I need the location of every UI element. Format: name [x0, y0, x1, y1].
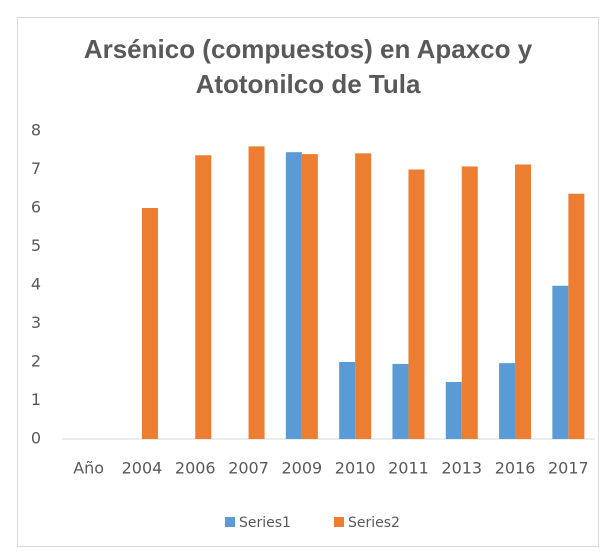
x-tick-label: 2006 [175, 459, 216, 478]
bar [408, 169, 425, 439]
x-tick-label: 2016 [495, 459, 536, 478]
bar [515, 164, 532, 439]
bar [445, 382, 462, 439]
x-tick-label: 2011 [388, 459, 429, 478]
bar [339, 362, 356, 439]
x-tick-label: 2013 [441, 459, 482, 478]
y-tick-label: 3 [31, 313, 41, 332]
y-tick-label: 7 [31, 159, 41, 178]
x-tick-label: 2004 [122, 459, 163, 478]
y-tick-label: 4 [31, 275, 41, 294]
y-tick-label: 1 [31, 390, 41, 409]
y-tick-label: 0 [31, 429, 41, 448]
bar [141, 208, 158, 439]
x-tick-label: 2010 [335, 459, 376, 478]
bar [392, 363, 409, 439]
bar [195, 155, 212, 439]
y-tick-label: 2 [31, 352, 41, 371]
legend-swatch [334, 517, 344, 527]
legend-swatch [225, 517, 235, 527]
bar [248, 146, 265, 439]
x-tick-label: 2007 [228, 459, 269, 478]
x-tick-label: 2009 [281, 459, 322, 478]
bar [301, 154, 318, 439]
x-tick-label: 2017 [548, 459, 589, 478]
legend-label: Series2 [348, 515, 400, 531]
bar [285, 152, 302, 440]
legend-label: Series1 [239, 515, 291, 531]
chart-title: Arsénico (compuestos) en Apaxco y Atoton… [83, 34, 533, 99]
x-tick-label: Año [73, 459, 104, 478]
y-tick-label: 5 [31, 236, 41, 255]
bar [552, 285, 569, 439]
bar [499, 363, 516, 439]
y-tick-label: 6 [31, 198, 41, 217]
bar [355, 153, 372, 439]
y-tick-label: 8 [31, 121, 41, 140]
bar [568, 193, 585, 439]
bar [461, 166, 478, 440]
chart-border [17, 17, 599, 547]
